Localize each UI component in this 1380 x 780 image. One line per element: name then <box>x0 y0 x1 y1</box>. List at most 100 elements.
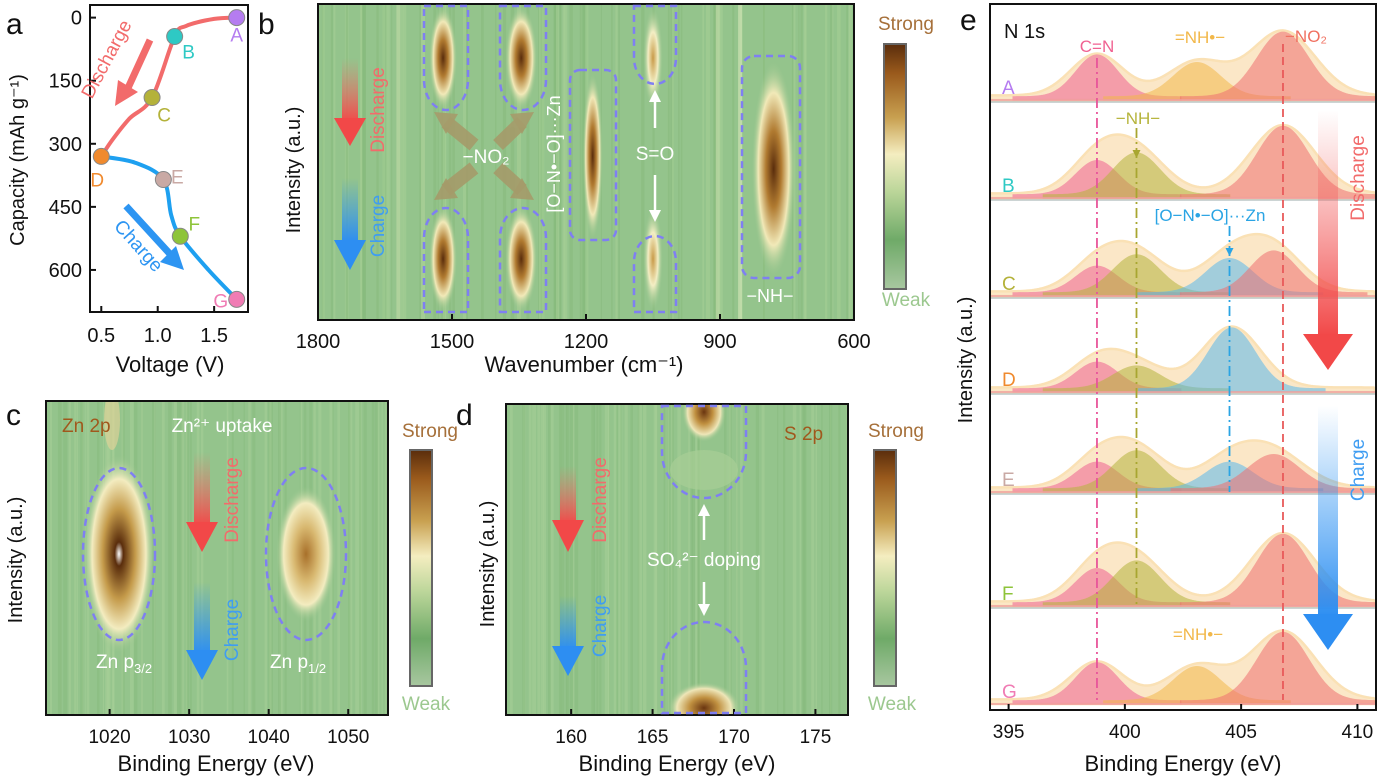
title-e: N 1s <box>1004 21 1045 43</box>
x-tick-label: 600 <box>837 331 870 353</box>
discharge-label-d: Discharge <box>590 457 611 543</box>
label-cn-e: C=N <box>1080 37 1114 56</box>
band-mark <box>505 206 538 312</box>
charge-arrow-c <box>186 650 218 680</box>
x-axis-label-a: Voltage (V) <box>116 352 225 377</box>
colorbar-strong-d: Strong <box>868 421 924 442</box>
title-c: Zn 2p <box>62 416 111 437</box>
doping-label-d: SO₄²⁻ doping <box>647 550 761 571</box>
panel-letter-a: a <box>6 8 23 41</box>
axes-frame-d <box>505 403 849 716</box>
x-axis-label-c: Binding Energy (eV) <box>118 751 315 776</box>
state-label-d: D <box>90 170 104 191</box>
panel-e: e A B C D E F G 395 400 405 410 N 1s C=N =NH•− −N… <box>955 3 1377 776</box>
band-mark <box>643 206 663 312</box>
uptake-label-c: Zn²⁺ uptake <box>172 416 273 437</box>
colorbar-b <box>883 43 907 290</box>
state-points: A B C D E F G <box>90 9 246 312</box>
x-tick-label: 1.0 <box>144 325 172 347</box>
x-axis-label-d: Binding Energy (eV) <box>579 751 776 776</box>
x-ticks-c: 1020 1030 1040 1050 <box>88 709 369 748</box>
y-tick-label: 0 <box>71 8 82 30</box>
state-point-f <box>171 227 189 245</box>
panel-d: d 160 165 170 175 S 2p SO₄²⁻ doping Dischar… <box>456 399 924 776</box>
panel-letter-b: b <box>258 8 275 41</box>
y-axis-label-e: Intensity (a.u.) <box>955 297 977 424</box>
x-tick-label: 900 <box>703 331 736 353</box>
panel-b: b 1800 1500 1200 900 600 Intensity (a.u.) Wa… <box>258 3 934 377</box>
band-mark <box>505 6 538 110</box>
band-mark <box>751 60 796 278</box>
state-point-c <box>143 89 161 107</box>
x-tick-label: 1200 <box>564 331 609 353</box>
discharge-arrow-c <box>186 522 218 552</box>
label-nh-radical-bottom: =NH•− <box>1173 625 1223 644</box>
label-nh-e: −NH− <box>1116 109 1160 128</box>
y-ticks-a: 0 150 300 450 600 <box>49 8 96 282</box>
panel-letter-c: c <box>6 399 21 432</box>
x-tick-label: 175 <box>800 727 832 748</box>
charge-arrow-d <box>552 646 584 676</box>
state-label-b: B <box>182 43 195 64</box>
charge-label-b: Charge <box>368 195 389 257</box>
y-axis-label-c: Intensity (a.u.) <box>5 497 27 624</box>
box-no2-sym-bottom <box>498 206 548 314</box>
x-tick-label: 170 <box>718 727 750 748</box>
charge-label-d: Charge <box>590 595 611 657</box>
title-d: S 2p <box>784 424 823 445</box>
ellipse-p32 <box>81 466 157 642</box>
band-boxes-b <box>422 4 802 314</box>
discharge-arrow-e <box>1303 334 1353 370</box>
x-tick-label: 400 <box>1109 722 1141 743</box>
state-point-g <box>228 290 246 308</box>
x-tick-label: 165 <box>637 727 669 748</box>
colorbar-weak-c: Weak <box>402 694 451 715</box>
x-tick-label: 1.5 <box>200 325 228 347</box>
panel-c: c 1020 1030 1040 1050 Zn 2p Zn²⁺ uptake Zn … <box>5 399 458 776</box>
state-label-e-a: A <box>1002 78 1015 99</box>
label-onoz-e: [O−N•−O]···Zn <box>1155 206 1266 225</box>
discharge-arrow-b <box>334 118 366 146</box>
x-tick-label: 405 <box>1225 722 1257 743</box>
axes-frame-e <box>989 3 1377 711</box>
label-so-b: S=O <box>636 144 675 165</box>
state-label-e-b: B <box>1002 176 1015 197</box>
x-ticks-e: 395 400 405 410 <box>993 704 1373 743</box>
x-tick-label: 1500 <box>430 331 475 353</box>
charge-arrow-e <box>1303 614 1353 650</box>
box-no2-sym-top <box>498 4 548 112</box>
series-line-discharge <box>99 15 239 159</box>
y-tick-label: 450 <box>49 197 82 219</box>
x-tick-label: 1020 <box>88 727 130 748</box>
discharge-label-e: Discharge <box>1348 135 1369 221</box>
peak-so4-bottom <box>668 682 740 715</box>
fit-peak-red <box>1179 631 1376 705</box>
heatmap-d <box>509 404 848 715</box>
panel-letter-e: e <box>960 4 977 37</box>
spectrum-d: D <box>990 325 1376 395</box>
colorbar-c <box>409 449 433 687</box>
colorbar-strong-b: Strong <box>878 14 934 35</box>
state-label-e-f: F <box>1002 584 1014 605</box>
discharge-arrow-a <box>124 38 154 90</box>
y-tick-label: 150 <box>49 71 82 93</box>
peak-zn-p32 <box>83 454 155 654</box>
colorbar-d <box>873 449 897 687</box>
x-ticks-b: 1800 1500 1200 900 600 <box>296 314 871 353</box>
x-tick-label: 1030 <box>168 727 210 748</box>
x-axis-label-b: Wavenumber (cm⁻¹) <box>484 352 683 377</box>
charge-label-c: Charge <box>222 599 243 661</box>
ellipse-p12 <box>264 466 348 642</box>
box-no2-asym-top <box>422 4 470 112</box>
y-axis-label-b: Intensity (a.u.) <box>283 107 305 234</box>
x-ticks-d: 160 165 170 175 <box>555 709 831 748</box>
box-so4-top <box>660 404 748 500</box>
discharge-label-c: Discharge <box>222 457 243 543</box>
discharge-arrow-d <box>552 520 584 552</box>
label-no2-e: −NO₂ <box>1285 27 1327 46</box>
state-label-g: G <box>213 291 228 312</box>
x-axis-label-e: Binding Energy (eV) <box>1085 751 1282 776</box>
box-so-bottom <box>632 234 678 314</box>
band-mark <box>643 6 663 110</box>
colorbar-strong-c: Strong <box>402 421 458 442</box>
